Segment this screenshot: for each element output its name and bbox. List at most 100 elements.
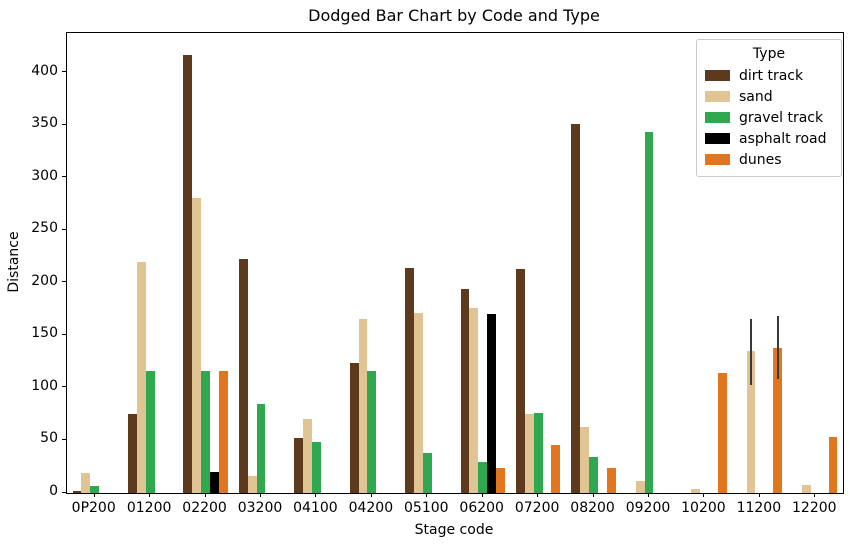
x-tick [204,493,206,497]
legend: Type dirt track sand gravel track asphalt r… [696,39,842,177]
error-bar-dunes-11200 [776,315,779,379]
x-tick [426,493,428,497]
x-tick-label: 10200 [681,500,726,516]
y-tick-label: 300 [31,167,58,184]
bar-dirt-track-01200 [127,414,137,493]
x-tick [703,493,705,497]
legend-entry: dirt track [705,65,833,86]
bar-sand-04100 [303,419,312,493]
x-tick-label: 07200 [514,500,560,516]
y-tick [62,386,66,388]
bar-gravel-track-02200 [201,371,210,493]
bar-dunes-10200 [717,373,727,493]
bar-dunes-12200 [828,437,838,493]
error-bar-sand-11200 [749,318,752,385]
bar-gravel-track-04200 [367,371,377,493]
legend-label: dunes [739,151,782,168]
bar-gravel-track-08200 [589,457,598,493]
x-tick-label: 04200 [348,500,394,516]
bar-dirt-track-05100 [405,268,414,493]
bar-dunes-02200 [218,371,228,493]
legend-title: Type [752,46,786,62]
y-tick-label: 250 [31,220,58,237]
x-tick-label: 02200 [182,500,227,516]
bar-dirt-track-03200 [238,258,248,493]
y-tick [62,491,66,493]
bar-sand-12200 [801,484,811,493]
x-tick-label: 0P200 [71,500,116,516]
bar-gravel-track-05100 [422,453,432,493]
legend-label: gravel track [739,109,824,126]
bar-sand-01200 [136,261,146,493]
bar-gravel-track-09200 [644,131,654,493]
y-tick [62,333,66,335]
x-tick [315,493,317,497]
y-tick [62,176,66,178]
bar-sand-08200 [580,426,590,493]
bar-sand-11200 [746,351,756,493]
x-tick-label: 09200 [625,500,671,516]
legend-label: asphalt road [739,130,827,147]
bar-sand-0P200 [81,473,91,493]
bar-sand-02200 [192,197,202,493]
bar-dunes-11200 [773,348,783,493]
x-tick-label: 08200 [570,500,615,516]
x-tick [814,493,816,497]
bar-sand-03200 [247,476,257,493]
bar-dirt-track-0P200 [72,490,82,493]
x-tick-label: 12200 [792,500,837,516]
x-tick [370,493,372,497]
y-tick [62,71,66,73]
legend-entries: dirt track sand gravel track asphalt road du… [705,65,833,170]
legend-label: sand [739,88,773,105]
legend-swatch-sand [705,91,730,102]
legend-label: dirt track [739,67,804,84]
y-tick [62,123,66,125]
legend-swatch-dirt-track [705,70,730,81]
bar-gravel-track-03200 [256,403,266,493]
bar-sand-10200 [691,488,700,493]
x-tick-label: 04100 [293,500,338,516]
legend-swatch-gravel-track [705,112,730,123]
bar-dirt-track-02200 [183,55,193,493]
x-tick-label: 01200 [126,500,172,516]
x-tick [481,493,483,497]
bar-gravel-track-01200 [145,371,155,493]
y-tick-label: 350 [31,115,58,132]
x-tick-label: 03200 [237,500,283,516]
y-tick-label: 200 [31,272,58,289]
bar-asphalt-road-06200 [487,314,496,493]
x-tick [149,493,151,497]
x-tick [537,493,539,497]
x-tick [93,493,95,497]
x-tick [260,493,261,497]
x-tick-label: 06200 [459,500,504,516]
x-axis-label: Stage code [414,522,494,538]
bar-dirt-track-06200 [460,289,470,493]
x-tick [758,493,760,497]
legend-entry: gravel track [705,107,833,128]
y-tick [62,438,66,440]
y-tick-label: 0 [49,483,58,499]
legend-swatch-dunes [705,154,730,165]
bar-gravel-track-04100 [311,441,321,493]
bar-gravel-track-0P200 [90,485,100,493]
x-tick-label: 11200 [736,500,782,516]
legend-entry: sand [705,86,833,107]
x-tick [592,493,594,497]
bar-asphalt-road-02200 [210,472,219,493]
bar-dirt-track-07200 [515,269,525,493]
y-tick [62,281,66,283]
y-tick-label: 50 [40,430,58,447]
legend-swatch-asphalt-road [705,133,730,144]
bar-dirt-track-04100 [294,438,304,493]
y-tick-label: 400 [31,62,58,79]
bar-sand-06200 [469,308,479,493]
legend-entry: asphalt road [705,128,833,149]
bar-dirt-track-04200 [349,362,359,493]
bar-dunes-08200 [606,467,616,493]
y-tick-label: 150 [31,325,58,342]
legend-entry: dunes [705,149,833,170]
bar-sand-05100 [413,313,423,493]
y-tick [62,228,66,230]
